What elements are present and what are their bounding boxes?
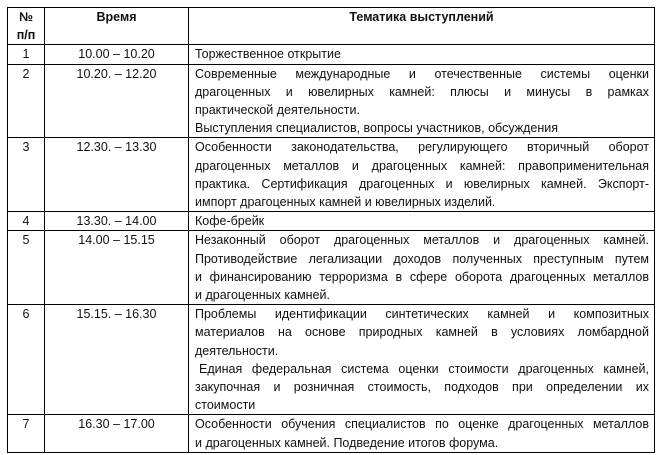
header-row: № п/п Время Тематика выступлений (7, 6, 655, 46)
row-number: 5 (7, 230, 45, 306)
topic-line: и драгоценных камней. (195, 288, 330, 303)
header-number-line: п/п (16, 28, 36, 43)
topic-line: Торжественное открытие (195, 47, 341, 62)
row-topic: Торжественное открытие (188, 44, 655, 65)
row-time: 10.00 – 10.20 (44, 44, 189, 65)
table-row: 2 10.20. – 12.20 Современные международные… (7, 63, 655, 139)
table-row: 3 12.30. – 13.30 Особенности законодательс… (7, 137, 655, 213)
topic-line: Кофе-брейк (195, 214, 265, 229)
row-time: 12.30. – 13.30 (44, 137, 189, 213)
row-time: 14.00 – 15.15 (44, 230, 189, 306)
topic-line: Особенности обучения специалистов по оце… (195, 417, 649, 432)
topic-line: закупочная и розничная стоимость, подход… (195, 380, 649, 395)
header-topic: Тематика выступлений (188, 6, 655, 46)
topic-line: импорт драгоценных камней и ювелирных из… (195, 195, 496, 210)
topic-line: Особенности законодательства, регулирующ… (195, 140, 649, 155)
table-row: 5 14.00 – 15.15 Незаконный оборот драгоцен… (7, 230, 655, 306)
header-time: Время (44, 6, 189, 46)
topic-line: драгоценных металлов и драгоценных камне… (195, 158, 649, 173)
topic-line: Современные международные и отечественны… (195, 66, 649, 81)
topic-line: Единая федеральная система оценки стоимо… (199, 361, 649, 376)
topic-line: практика. Сертификация драгоценных и юве… (195, 176, 649, 191)
topic-line: и финансированию терроризма в сфере обор… (195, 269, 649, 284)
row-topic: Проблемы идентификации синтетических кам… (188, 304, 655, 416)
row-time: 10.20. – 12.20 (44, 63, 189, 139)
topic-line: Выступления специалистов, вопросы участн… (195, 121, 558, 136)
row-topic: Особенности законодательства, регулирующ… (188, 137, 655, 213)
topic-line: деятельности. (195, 343, 279, 358)
header-number: № п/п (7, 6, 45, 46)
row-time: 16.30 – 17.00 (44, 414, 189, 453)
row-number: 3 (7, 137, 45, 213)
row-topic: Особенности обучения специалистов по оце… (188, 414, 655, 453)
schedule-body: 1 10.00 – 10.20 Торжественное открытие 2 10.… (7, 44, 655, 453)
topic-line: Незаконный оборот драгоценных металлов и… (195, 233, 649, 248)
topic-line: драгоценных и ювелирных камней: плюсы и … (195, 84, 649, 99)
row-number: 6 (7, 304, 45, 416)
row-topic: Незаконный оборот драгоценных металлов и… (188, 230, 655, 306)
topic-line: стоимости (195, 398, 256, 413)
row-topic: Кофе-брейк (188, 211, 655, 232)
row-number: 1 (7, 44, 45, 65)
topic-line: Противодействие легализации доходов полу… (195, 251, 649, 266)
table-row: 6 15.15. – 16.30 Проблемы идентификации си… (7, 304, 655, 416)
row-number: 7 (7, 414, 45, 453)
table-row: 7 16.30 – 17.00 Особенности обучения специ… (7, 414, 655, 453)
row-topic: Современные международные и отечественны… (188, 63, 655, 139)
row-time: 13.30. – 14.00 (44, 211, 189, 232)
schedule-table: № п/п Время Тематика выступлений 1 10.00 –… (7, 6, 655, 453)
row-number: 4 (7, 211, 45, 232)
topic-line: Проблемы идентификации синтетических кам… (195, 307, 649, 322)
topic-line: материалов на основе природных камней в … (195, 325, 649, 340)
table-row: 1 10.00 – 10.20 Торжественное открытие (7, 44, 655, 65)
table-row: 4 13.30. – 14.00 Кофе-брейк (7, 211, 655, 232)
topic-line: практической деятельности. (195, 103, 360, 118)
row-time: 15.15. – 16.30 (44, 304, 189, 416)
row-number: 2 (7, 63, 45, 139)
topic-line: и драгоценных камней. Подведение итогов … (195, 435, 499, 450)
header-number-line: № (19, 10, 33, 24)
